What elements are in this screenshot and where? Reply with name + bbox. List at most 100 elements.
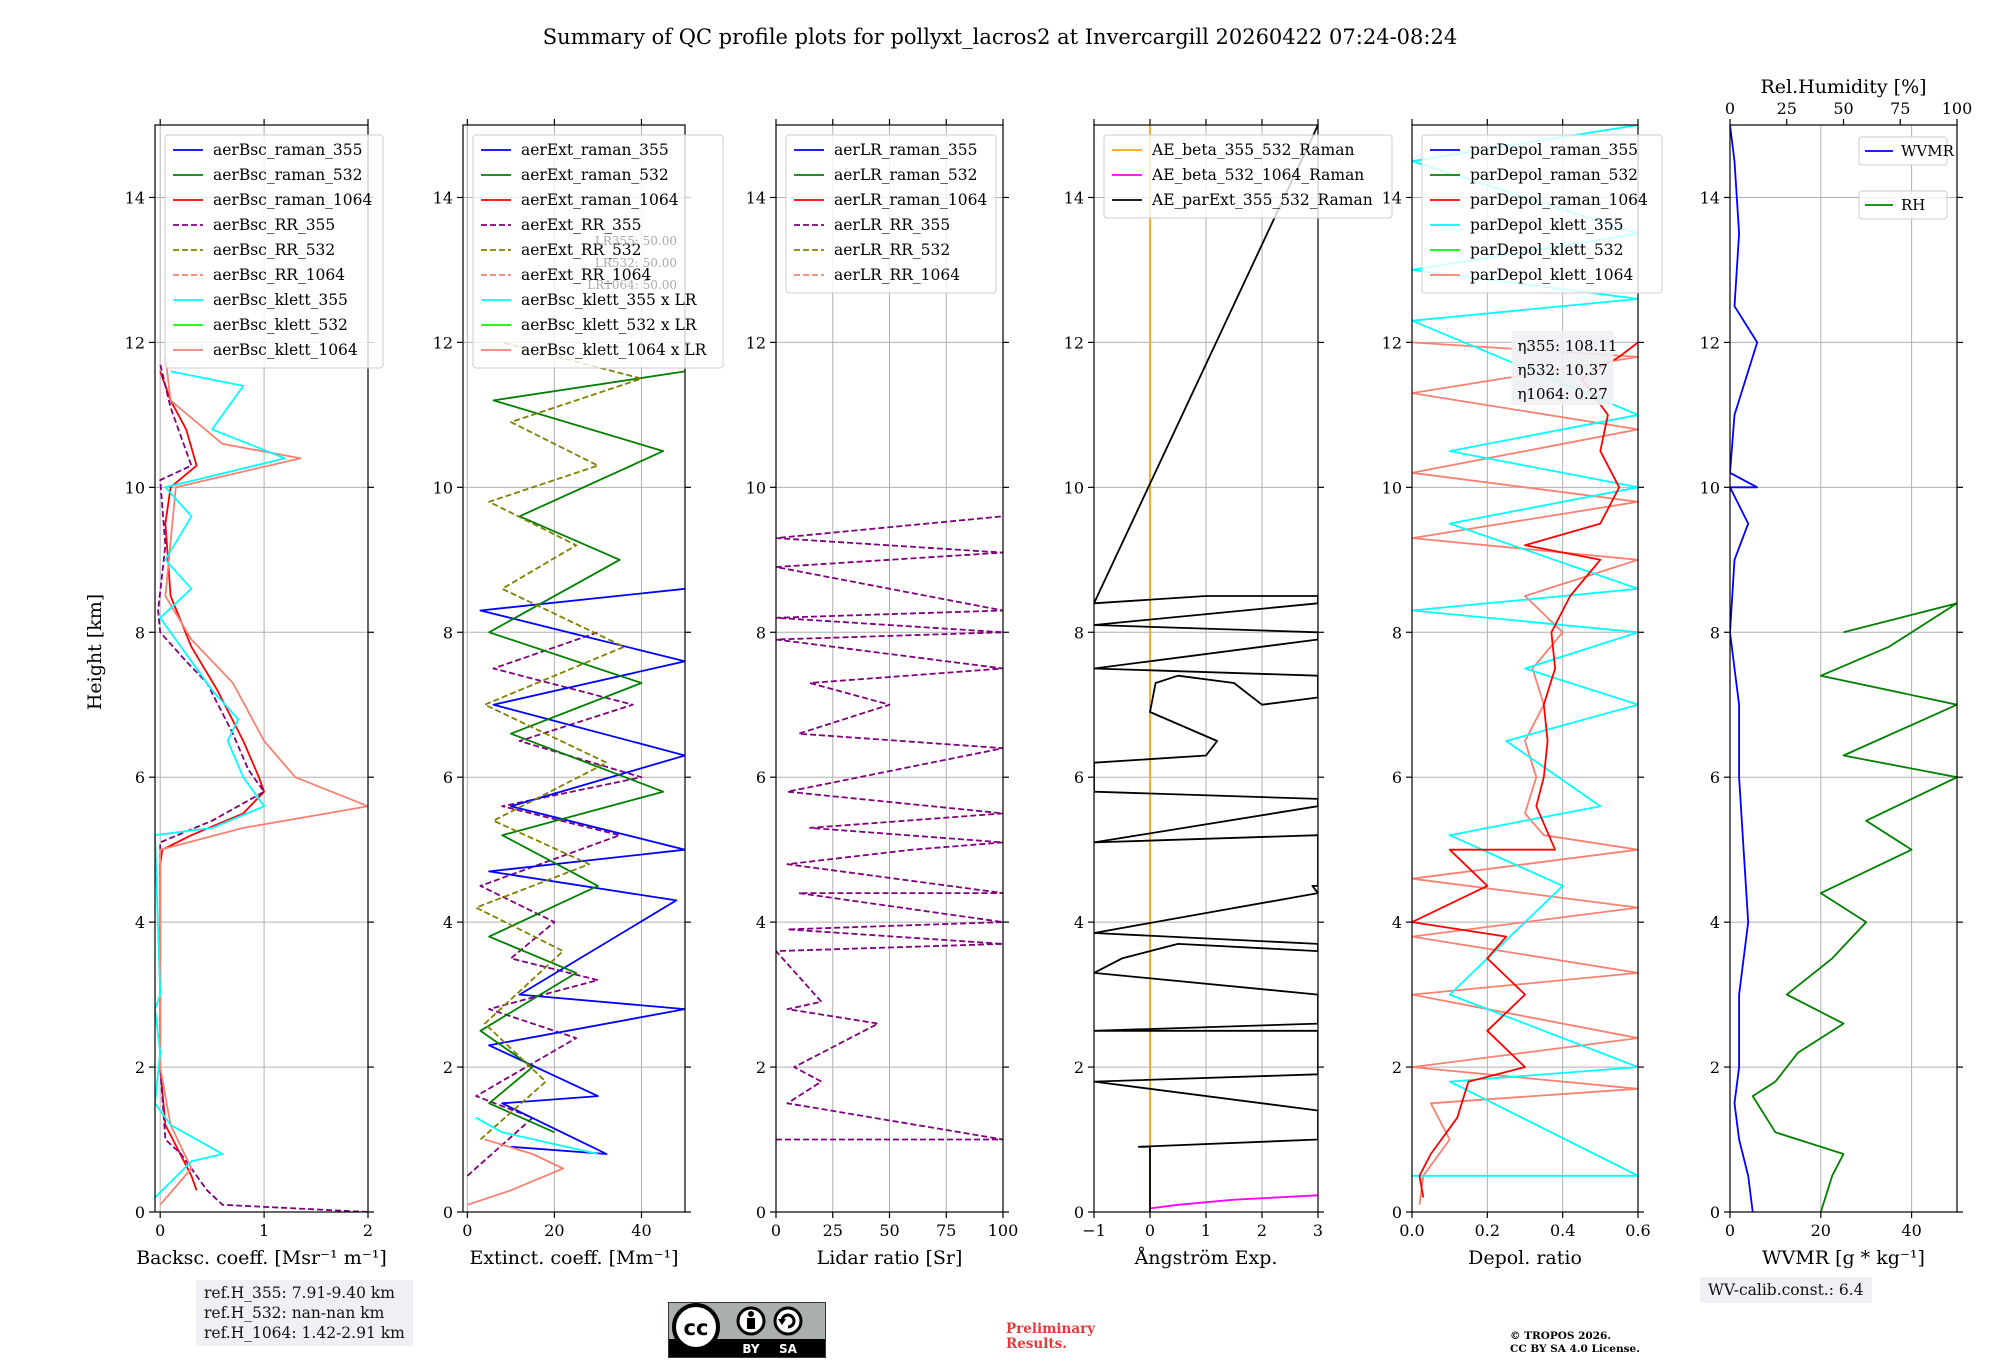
top-x-tick-label: 100 bbox=[1942, 99, 1973, 118]
y-tick-label: 10 bbox=[1064, 478, 1084, 497]
y-tick-label: 6 bbox=[1392, 768, 1402, 787]
y-tick-label: 4 bbox=[1392, 913, 1402, 932]
y-tick-label: 14 bbox=[1382, 188, 1402, 207]
cc-circle-icon bbox=[672, 1303, 720, 1351]
axes-frame bbox=[1729, 124, 1958, 1213]
y-tick-label: 12 bbox=[746, 333, 766, 352]
share-alike-icon bbox=[773, 1306, 803, 1336]
legend-box bbox=[1421, 134, 1663, 294]
legend-entry: aerBsc_klett_532 bbox=[213, 316, 348, 334]
x-axis-label: Lidar ratio [Sr] bbox=[817, 1247, 963, 1269]
top-axis-label: Rel.Humidity [%] bbox=[1760, 76, 1926, 98]
preliminary-notice: Preliminary Results. bbox=[1006, 1322, 1095, 1352]
legend-entry: aerLR_RR_1064 bbox=[834, 266, 960, 284]
legend-entry: aerLR_raman_1064 bbox=[834, 191, 987, 209]
series-line-aerbsc-klett-355 bbox=[155, 370, 286, 1199]
series-line-wvmr bbox=[1730, 125, 1759, 1212]
y-tick-label: 12 bbox=[1064, 333, 1084, 352]
x-tick-label: 100 bbox=[988, 1221, 1019, 1240]
legend-box bbox=[1103, 134, 1393, 219]
y-tick-label: 8 bbox=[135, 623, 145, 642]
x-axis-label: Backsc. coeff. [Msr⁻¹ m⁻¹] bbox=[136, 1247, 387, 1269]
y-tick-label: 10 bbox=[746, 478, 766, 497]
x-axis-label: Ångström Exp. bbox=[1134, 1247, 1278, 1269]
ref-height-1064: ref.H_1064: 1.42-2.91 km bbox=[204, 1324, 405, 1342]
x-tick-label: 40 bbox=[631, 1221, 651, 1240]
legend-entry: parDepol_klett_1064 bbox=[1470, 266, 1633, 284]
series-line-pardepol-klett-355 bbox=[1412, 125, 1638, 1177]
top-x-tick-label: 25 bbox=[1777, 99, 1797, 118]
preliminary-line-2: Results. bbox=[1006, 1336, 1067, 1352]
y-tick-label: 2 bbox=[756, 1058, 766, 1077]
x-tick-label: 3 bbox=[1313, 1221, 1323, 1240]
cc-badge-graphic: cc BY SA bbox=[669, 1303, 825, 1357]
series-group bbox=[155, 356, 368, 1212]
legend-entry: aerBsc_klett_355 x LR bbox=[521, 291, 698, 309]
x-axis-label: WVMR [g * kg⁻¹] bbox=[1762, 1247, 1925, 1269]
series-line-aerext-rr-532 bbox=[475, 341, 643, 1141]
legend-entry: aerBsc_RR_1064 bbox=[213, 266, 345, 284]
x-axis-label: Extinct. coeff. [Mm⁻¹] bbox=[469, 1247, 678, 1269]
preliminary-line-1: Preliminary bbox=[1006, 1321, 1096, 1337]
cc-badge-label: cc bbox=[684, 1316, 709, 1340]
legend-entry: parDepol_raman_355 bbox=[1470, 141, 1638, 159]
y-tick-label: 8 bbox=[756, 623, 766, 642]
y-tick-label: 4 bbox=[1710, 913, 1720, 932]
legend-entry: aerBsc_raman_532 bbox=[213, 166, 363, 184]
series-line-aerbsc-klett-355-x-lr bbox=[475, 1117, 599, 1155]
copyright-notice: © TROPOS 2026. CC BY SA 4.0 License. bbox=[1510, 1330, 1640, 1356]
legend-entry: aerExt_raman_355 bbox=[521, 141, 669, 159]
x-tick-label: 0 bbox=[1725, 1221, 1735, 1240]
axes-frame bbox=[1411, 124, 1639, 1213]
y-tick-label: 14 bbox=[1700, 188, 1720, 207]
y-tick-label: 4 bbox=[756, 913, 766, 932]
y-tick-label: 8 bbox=[443, 623, 453, 642]
panel-wv: 0 2 4 6 8 10 12 14 0 20 40 WVMR [g * kg⁻¹] 0 25 50 75 10… bbox=[1700, 76, 1973, 1269]
x-tick-label: 20 bbox=[544, 1221, 564, 1240]
x-tick-label: 2 bbox=[1257, 1221, 1267, 1240]
series-group bbox=[1730, 125, 1957, 1212]
top-x-tick-label: 0 bbox=[1725, 99, 1735, 118]
legend-entry: aerExt_raman_1064 bbox=[521, 191, 679, 209]
series-line-pardepol-raman-1064 bbox=[1412, 341, 1638, 1198]
legend-box bbox=[472, 134, 724, 369]
legend-entry: aerLR_raman_355 bbox=[834, 141, 977, 159]
y-tick-label: 0 bbox=[756, 1203, 766, 1222]
sa-label: SA bbox=[779, 1342, 798, 1356]
x-tick-label: 40 bbox=[1901, 1221, 1921, 1240]
legend-box bbox=[164, 134, 384, 369]
wv-calibration-text: WV-calib.const.: 6.4 bbox=[1708, 1281, 1864, 1299]
series-line-aerext-raman-532 bbox=[479, 370, 685, 1134]
x-tick-label: 75 bbox=[936, 1221, 956, 1240]
series-line-aerbsc-klett-1064-x-lr bbox=[467, 1138, 564, 1206]
legend-entry: aerBsc_klett_1064 bbox=[213, 341, 358, 359]
y-tick-label: 0 bbox=[443, 1203, 453, 1222]
cc-license-badge: cc BY SA bbox=[668, 1302, 826, 1358]
series-line-ae-parext-355-532-raman bbox=[1094, 125, 1318, 1212]
y-tick-label: 10 bbox=[1700, 478, 1720, 497]
panel-depol: 0 2 4 6 8 10 12 14 0.0 0.2 0.4 0.6 Depol. ratio parDe… bbox=[1382, 119, 1663, 1269]
legend-entry: aerExt_RR_355 bbox=[521, 216, 642, 234]
legend-entry: aerBsc_klett_355 bbox=[213, 291, 348, 309]
y-tick-label: 0 bbox=[1710, 1203, 1720, 1222]
legend-entry: aerExt_RR_532 bbox=[521, 241, 642, 259]
y-tick-label: 12 bbox=[433, 333, 453, 352]
x-tick-label: 0.4 bbox=[1550, 1221, 1575, 1240]
y-tick-label: 14 bbox=[1064, 188, 1084, 207]
y-tick-label: 0 bbox=[1074, 1203, 1084, 1222]
legend-entry: WVMR bbox=[1901, 142, 1955, 160]
legend-entry: aerLR_RR_355 bbox=[834, 216, 950, 234]
legend-entry: parDepol_klett_355 bbox=[1470, 216, 1623, 234]
x-tick-label: 2 bbox=[363, 1221, 373, 1240]
legend-entry: aerExt_raman_532 bbox=[521, 166, 669, 184]
x-tick-label: 1 bbox=[1201, 1221, 1211, 1240]
y-tick-label: 14 bbox=[433, 188, 453, 207]
copyright-line-1: © TROPOS 2026. bbox=[1510, 1330, 1612, 1342]
y-tick-label: 14 bbox=[746, 188, 766, 207]
legend-entry: aerBsc_raman_1064 bbox=[213, 191, 373, 209]
x-tick-label: 50 bbox=[879, 1221, 899, 1240]
y-tick-label: 0 bbox=[1392, 1203, 1402, 1222]
